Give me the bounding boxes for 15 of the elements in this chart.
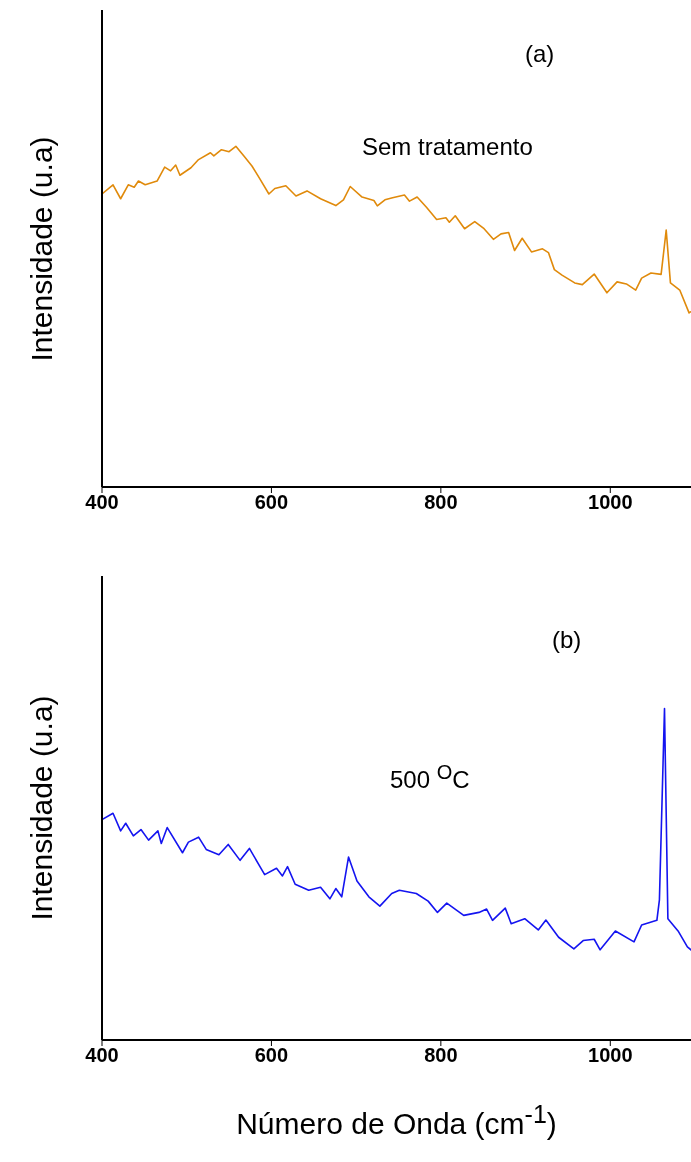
x-tick-label: 600 bbox=[254, 491, 289, 514]
x-tick-label: 800 bbox=[424, 491, 458, 514]
x-tick-label: 1000 bbox=[588, 1044, 633, 1067]
x-tick-label: 600 bbox=[254, 1044, 289, 1067]
x-tick-label: 1000 bbox=[588, 491, 633, 514]
x-tick-label: 400 bbox=[85, 491, 119, 514]
y-axis-title: Intensidade (u.a) bbox=[25, 135, 59, 362]
x-tick-label: 800 bbox=[424, 1044, 458, 1067]
annotation: 500 $^{O}$C bbox=[390, 761, 470, 794]
x-axis-title: Número de Onda (cm$^{-1}$) bbox=[236, 1100, 557, 1141]
y-axis-title: Intensidade (u.a) bbox=[25, 695, 59, 921]
annotation: Sem tratamento bbox=[362, 133, 533, 161]
x-tick-label: 400 bbox=[85, 1044, 119, 1067]
text: (b) bbox=[552, 626, 582, 654]
text: (a) bbox=[525, 40, 555, 68]
